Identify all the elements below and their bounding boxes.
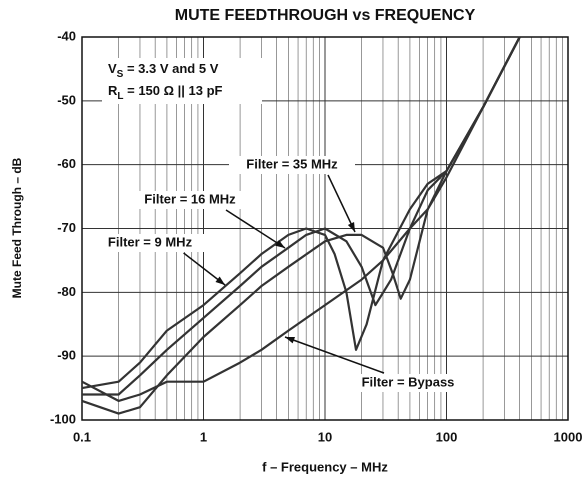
condition-sub: S bbox=[117, 69, 124, 80]
y-tick-label: -100 bbox=[50, 411, 76, 426]
series-line bbox=[81, 36, 521, 402]
label-bg bbox=[229, 156, 355, 174]
arrow-line bbox=[284, 336, 385, 374]
y-tick-label: -80 bbox=[57, 284, 76, 299]
arrow-head bbox=[347, 222, 355, 232]
series-line bbox=[82, 36, 521, 396]
arrow-line bbox=[225, 209, 286, 249]
y-tick-label: -70 bbox=[57, 220, 76, 235]
condition: VS = 3.3 V and 5 V bbox=[108, 61, 219, 79]
label-bg bbox=[345, 374, 471, 392]
y-tick-label: -90 bbox=[57, 348, 76, 363]
y-tick-label: -40 bbox=[57, 28, 76, 43]
arrow-head bbox=[215, 276, 225, 285]
condition-symbol: V bbox=[108, 61, 117, 76]
x-tick-label: 10 bbox=[318, 429, 332, 444]
condition-text: = 150 Ω || 13 pF bbox=[124, 83, 223, 98]
arrow-head bbox=[275, 240, 285, 248]
plot-frame bbox=[81, 36, 569, 421]
series-label: Filter = 35 MHz bbox=[246, 156, 338, 171]
arrow-head bbox=[285, 336, 295, 344]
condition: RL = 150 Ω || 13 pF bbox=[108, 83, 223, 101]
x-tick-label: 1000 bbox=[554, 429, 583, 444]
x-axis-label: f – Frequency – MHz bbox=[262, 459, 388, 474]
condition-symbol: R bbox=[108, 83, 118, 98]
x-tick-label: 0.1 bbox=[73, 429, 91, 444]
label-bg bbox=[91, 234, 209, 252]
series-label: Filter = 9 MHz bbox=[108, 234, 193, 249]
y-tick-label: -50 bbox=[57, 92, 76, 107]
series-line bbox=[81, 36, 521, 390]
y-tick-label: -60 bbox=[57, 156, 76, 171]
chart-title: MUTE FEEDTHROUGH vs FREQUENCY bbox=[175, 7, 476, 24]
x-tick-label: 100 bbox=[436, 429, 458, 444]
x-tick-label: 1 bbox=[200, 429, 207, 444]
series-label: Filter = 16 MHz bbox=[144, 191, 236, 206]
label-bg bbox=[127, 191, 253, 209]
condition-text: = 3.3 V and 5 V bbox=[123, 61, 218, 76]
conditions-box bbox=[102, 58, 262, 104]
condition-sub: L bbox=[117, 91, 123, 102]
y-axis-label: Mute Feed Through – dB bbox=[10, 157, 24, 298]
series-label: Filter = Bypass bbox=[362, 374, 455, 389]
arrow-line bbox=[327, 174, 356, 233]
